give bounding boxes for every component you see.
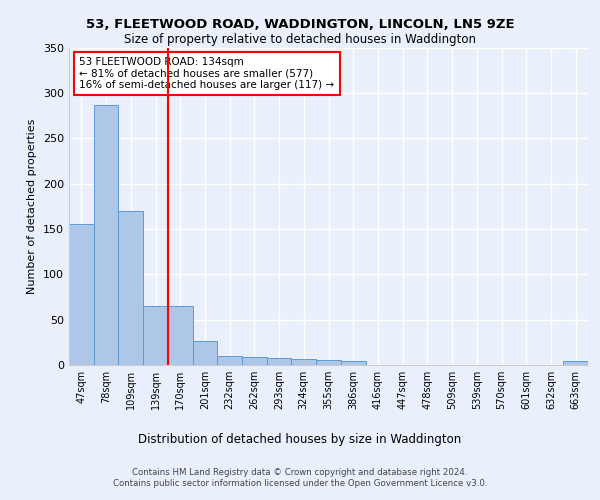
Text: Size of property relative to detached houses in Waddington: Size of property relative to detached ho…: [124, 32, 476, 46]
Bar: [267, 358, 292, 365]
Bar: [168, 306, 193, 365]
Bar: [563, 362, 588, 365]
Bar: [94, 104, 118, 365]
Bar: [341, 362, 365, 365]
Text: 53 FLEETWOOD ROAD: 134sqm
← 81% of detached houses are smaller (577)
16% of semi: 53 FLEETWOOD ROAD: 134sqm ← 81% of detac…: [79, 57, 335, 90]
Bar: [242, 357, 267, 365]
Bar: [143, 306, 168, 365]
Bar: [217, 356, 242, 365]
Bar: [69, 224, 94, 365]
Bar: [316, 360, 341, 365]
Text: Distribution of detached houses by size in Waddington: Distribution of detached houses by size …: [139, 432, 461, 446]
Bar: [118, 211, 143, 365]
Text: Contains HM Land Registry data © Crown copyright and database right 2024.
Contai: Contains HM Land Registry data © Crown c…: [113, 468, 487, 487]
Y-axis label: Number of detached properties: Number of detached properties: [28, 118, 37, 294]
Text: 53, FLEETWOOD ROAD, WADDINGTON, LINCOLN, LN5 9ZE: 53, FLEETWOOD ROAD, WADDINGTON, LINCOLN,…: [86, 18, 514, 30]
Bar: [292, 358, 316, 365]
Bar: [193, 340, 217, 365]
